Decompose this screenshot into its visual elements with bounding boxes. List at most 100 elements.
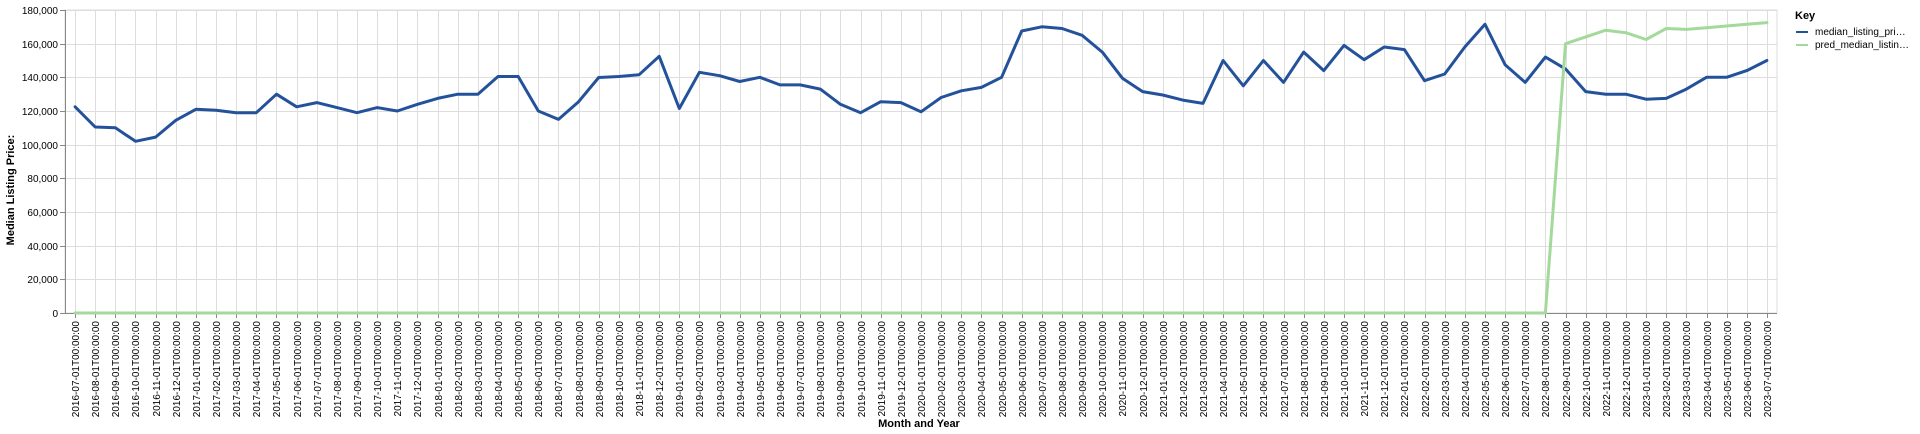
x-tick-label: 2019-05-01T00:00:00 bbox=[756, 321, 767, 418]
x-tick-label: 2022-06-01T00:00:00 bbox=[1501, 321, 1512, 418]
x-tick-label: 2022-02-01T00:00:00 bbox=[1421, 321, 1432, 418]
legend-label-pred: pred_median_listin… bbox=[1815, 40, 1909, 51]
x-tick-label: 2017-07-01T00:00:00 bbox=[313, 321, 324, 418]
x-tick-label: 2022-04-01T00:00:00 bbox=[1461, 321, 1472, 418]
y-tick-label: 0 bbox=[52, 309, 58, 320]
series-lines bbox=[73, 21, 1769, 315]
x-tick-label: 2018-12-01T00:00:00 bbox=[655, 321, 666, 418]
x-tick-label: 2018-07-01T00:00:00 bbox=[554, 321, 565, 418]
x-tick-label: 2023-07-01T00:00:00 bbox=[1763, 321, 1774, 418]
x-tick-label: 2020-06-01T00:00:00 bbox=[1018, 321, 1029, 418]
x-tick-label: 2020-09-01T00:00:00 bbox=[1078, 321, 1089, 418]
x-tick-label: 2020-03-01T00:00:00 bbox=[957, 321, 968, 418]
x-tick-label: 2017-10-01T00:00:00 bbox=[373, 321, 384, 418]
y-tick-label: 120,000 bbox=[22, 107, 59, 118]
x-tick-label: 2022-12-01T00:00:00 bbox=[1622, 321, 1633, 418]
x-tick-label: 2021-10-01T00:00:00 bbox=[1340, 321, 1351, 418]
y-tick-label: 100,000 bbox=[22, 141, 59, 152]
x-tick-label: 2021-07-01T00:00:00 bbox=[1280, 321, 1291, 418]
x-tick-label: 2016-10-01T00:00:00 bbox=[131, 321, 142, 418]
x-tick-label: 2018-06-01T00:00:00 bbox=[534, 321, 545, 418]
x-tick-label: 2019-06-01T00:00:00 bbox=[776, 321, 787, 418]
x-tick-label: 2016-09-01T00:00:00 bbox=[111, 321, 122, 418]
x-tick-label: 2016-07-01T00:00:00 bbox=[71, 321, 82, 418]
x-tick-label: 2019-12-01T00:00:00 bbox=[897, 321, 908, 418]
x-tick-label: 2023-03-01T00:00:00 bbox=[1682, 321, 1693, 418]
x-tick-label: 2020-04-01T00:00:00 bbox=[977, 321, 988, 418]
x-tick-label: 2021-01-01T00:00:00 bbox=[1159, 321, 1170, 418]
y-tick-label: 180,000 bbox=[22, 6, 59, 17]
x-tick-label: 2019-01-01T00:00:00 bbox=[675, 321, 686, 418]
x-tick-label: 2019-07-01T00:00:00 bbox=[796, 321, 807, 418]
x-tick-label: 2017-06-01T00:00:00 bbox=[293, 321, 304, 418]
x-tick-label: 2022-03-01T00:00:00 bbox=[1441, 321, 1452, 418]
x-tick-label: 2018-01-01T00:00:00 bbox=[434, 321, 445, 418]
legend: Key median_listing_pri… pred_median_list… bbox=[1795, 10, 1909, 51]
legend-title: Key bbox=[1795, 10, 1816, 22]
x-tick-label: 2022-09-01T00:00:00 bbox=[1562, 321, 1573, 418]
x-tick-label: 2018-05-01T00:00:00 bbox=[514, 321, 525, 418]
x-tick-label: 2023-04-01T00:00:00 bbox=[1703, 321, 1714, 418]
y-axis-title: Median Listing Price: bbox=[5, 135, 17, 246]
x-tick-label: 2019-04-01T00:00:00 bbox=[736, 321, 747, 418]
x-tick-label: 2022-11-01T00:00:00 bbox=[1602, 321, 1613, 417]
x-tick-label: 2016-11-01T00:00:00 bbox=[152, 321, 163, 417]
x-tick-label: 2021-08-01T00:00:00 bbox=[1300, 321, 1311, 418]
x-tick-label: 2016-12-01T00:00:00 bbox=[172, 321, 183, 418]
x-tick-label: 2018-10-01T00:00:00 bbox=[615, 321, 626, 418]
x-tick-label: 2017-05-01T00:00:00 bbox=[272, 321, 283, 418]
y-tick-label: 20,000 bbox=[27, 275, 58, 286]
x-tick-label: 2022-10-01T00:00:00 bbox=[1582, 321, 1593, 418]
x-tick-label: 2016-08-01T00:00:00 bbox=[91, 321, 102, 418]
y-tick-label: 40,000 bbox=[27, 242, 58, 253]
x-tick-label: 2020-07-01T00:00:00 bbox=[1038, 321, 1049, 418]
x-tick-label: 2018-08-01T00:00:00 bbox=[575, 321, 586, 418]
y-tick-label: 140,000 bbox=[22, 73, 59, 84]
x-tick-label: 2019-03-01T00:00:00 bbox=[716, 321, 727, 418]
x-tick-label: 2021-12-01T00:00:00 bbox=[1380, 321, 1391, 418]
x-tick-label: 2017-03-01T00:00:00 bbox=[232, 321, 243, 418]
x-axis: 2016-07-01T00:00:00 2016-08-01T00:00:00 20… bbox=[65, 313, 1777, 417]
x-tick-label: 2018-09-01T00:00:00 bbox=[595, 321, 606, 418]
x-tick-label: 2023-06-01T00:00:00 bbox=[1743, 321, 1754, 418]
gridlines bbox=[64, 9, 1778, 314]
x-tick-label: 2021-03-01T00:00:00 bbox=[1199, 321, 1210, 418]
x-tick-label: 2023-02-01T00:00:00 bbox=[1662, 321, 1673, 418]
x-tick-label: 2021-04-01T00:00:00 bbox=[1219, 321, 1230, 418]
series-line-median bbox=[73, 22, 1769, 143]
x-tick-label: 2018-04-01T00:00:00 bbox=[494, 321, 505, 418]
x-tick-label: 2022-07-01T00:00:00 bbox=[1521, 321, 1532, 418]
y-tick-label: 160,000 bbox=[22, 40, 59, 51]
x-tick-label: 2019-02-01T00:00:00 bbox=[695, 321, 706, 418]
x-tick-label: 2022-05-01T00:00:00 bbox=[1481, 321, 1492, 418]
x-tick-label: 2022-08-01T00:00:00 bbox=[1541, 321, 1552, 418]
x-tick-label: 2018-03-01T00:00:00 bbox=[474, 321, 485, 418]
x-tick-label: 2019-11-01T00:00:00 bbox=[877, 321, 888, 417]
series-line-pred bbox=[73, 21, 1769, 315]
x-tick-label: 2021-05-01T00:00:00 bbox=[1239, 321, 1250, 418]
x-tick-label: 2020-08-01T00:00:00 bbox=[1058, 321, 1069, 418]
x-tick-label: 2019-08-01T00:00:00 bbox=[816, 321, 827, 418]
x-tick-label: 2017-12-01T00:00:00 bbox=[413, 321, 424, 418]
x-tick-label: 2021-09-01T00:00:00 bbox=[1320, 321, 1331, 418]
x-tick-label: 2020-01-01T00:00:00 bbox=[917, 321, 928, 418]
x-tick-label: 2023-05-01T00:00:00 bbox=[1723, 321, 1734, 418]
x-tick-label: 2020-10-01T00:00:00 bbox=[1098, 321, 1109, 418]
x-tick-label: 2021-11-01T00:00:00 bbox=[1360, 321, 1371, 417]
x-tick-label: 2020-12-01T00:00:00 bbox=[1139, 321, 1150, 418]
legend-label-median: median_listing_pri… bbox=[1815, 27, 1906, 38]
x-tick-label: 2023-01-01T00:00:00 bbox=[1642, 321, 1653, 418]
x-tick-label: 2020-02-01T00:00:00 bbox=[937, 321, 948, 418]
x-tick-label: 2021-06-01T00:00:00 bbox=[1259, 321, 1270, 418]
y-axis: 0 20,000 40,000 60,000 80,000 100,000 120,000 1… bbox=[22, 6, 66, 320]
x-tick-label: 2021-02-01T00:00:00 bbox=[1179, 321, 1190, 418]
x-tick-label: 2017-09-01T00:00:00 bbox=[353, 321, 364, 418]
x-tick-label: 2018-02-01T00:00:00 bbox=[454, 321, 465, 418]
x-tick-label: 2019-09-01T00:00:00 bbox=[836, 321, 847, 418]
y-tick-label: 80,000 bbox=[27, 174, 58, 185]
x-tick-label: 2019-10-01T00:00:00 bbox=[857, 321, 868, 418]
x-tick-label: 2017-11-01T00:00:00 bbox=[393, 321, 404, 417]
x-tick-label: 2018-11-01T00:00:00 bbox=[635, 321, 646, 417]
x-tick-label: 2017-01-01T00:00:00 bbox=[192, 321, 203, 418]
